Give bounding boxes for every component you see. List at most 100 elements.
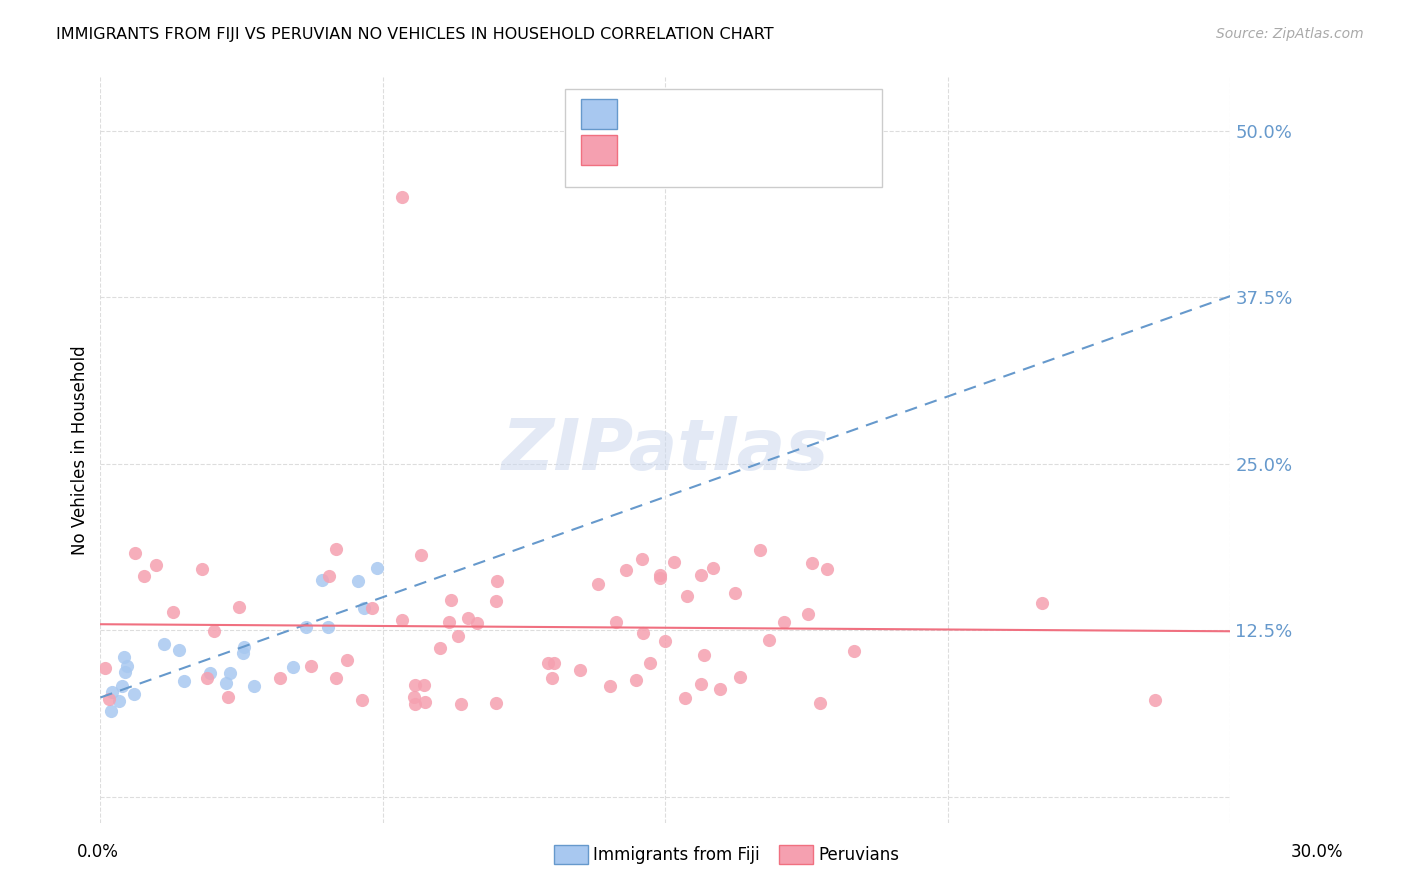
Point	[605, 615, 627, 629]
Point	[728, 669, 751, 683]
Point	[100, 704, 122, 718]
Text: R =  0.178   N = 24: R = 0.178 N = 24	[626, 101, 801, 119]
Point	[217, 690, 239, 705]
Point	[112, 649, 135, 664]
Point	[391, 613, 413, 627]
Point	[145, 558, 167, 573]
Point	[440, 592, 463, 607]
Point	[808, 696, 831, 710]
Point	[450, 698, 472, 712]
Point	[797, 607, 820, 622]
Point	[402, 690, 425, 704]
Point	[648, 568, 671, 582]
Point	[724, 586, 747, 600]
Point	[693, 648, 716, 662]
Point	[353, 601, 375, 615]
Point	[465, 615, 488, 630]
Point	[404, 698, 426, 712]
Point	[318, 569, 340, 583]
Point	[202, 624, 225, 638]
Point	[447, 628, 470, 642]
Point	[690, 568, 713, 582]
Point	[486, 574, 509, 589]
Point	[215, 676, 238, 690]
Point	[662, 555, 685, 569]
Point	[299, 659, 322, 673]
Point	[676, 590, 699, 604]
Point	[325, 542, 347, 557]
Point	[673, 690, 696, 705]
Point	[485, 594, 508, 608]
Point	[709, 681, 731, 696]
Point	[200, 665, 222, 680]
Point	[842, 644, 865, 658]
Point	[243, 679, 266, 693]
Point	[269, 671, 291, 685]
Point	[543, 657, 565, 671]
Point	[114, 665, 136, 680]
Point	[749, 542, 772, 557]
Point	[311, 573, 333, 587]
Point	[191, 562, 214, 576]
Point	[801, 556, 824, 570]
Point	[115, 659, 138, 673]
Point	[633, 626, 655, 640]
Point	[429, 641, 451, 656]
Point	[485, 696, 508, 710]
Point	[108, 693, 131, 707]
Point	[1143, 692, 1166, 706]
Point	[624, 673, 647, 688]
Point	[228, 600, 250, 615]
Point	[152, 637, 174, 651]
Text: Immigrants from Fiji: Immigrants from Fiji	[593, 846, 761, 863]
Point	[772, 615, 794, 629]
Point	[412, 678, 434, 692]
Point	[815, 561, 838, 575]
Point	[111, 680, 134, 694]
Point	[232, 640, 254, 655]
Point	[586, 576, 609, 591]
Point	[568, 663, 591, 677]
Text: 0.0%: 0.0%	[77, 843, 120, 861]
Point	[283, 660, 305, 674]
Point	[702, 561, 724, 575]
Point	[599, 679, 621, 693]
Point	[124, 546, 146, 560]
Point	[350, 692, 373, 706]
Point	[232, 646, 254, 660]
Point	[537, 656, 560, 670]
Point	[391, 190, 413, 204]
Point	[122, 688, 145, 702]
Point	[336, 653, 359, 667]
Point	[650, 571, 672, 585]
Point	[439, 615, 461, 629]
Text: ZIPatlas: ZIPatlas	[502, 416, 830, 485]
Text: IMMIGRANTS FROM FIJI VS PERUVIAN NO VEHICLES IN HOUSEHOLD CORRELATION CHART: IMMIGRANTS FROM FIJI VS PERUVIAN NO VEHI…	[56, 27, 773, 42]
Point	[325, 671, 347, 685]
Point	[1031, 596, 1053, 610]
Point	[409, 549, 432, 563]
Y-axis label: No Vehicles in Household: No Vehicles in Household	[72, 345, 89, 556]
Point	[541, 671, 564, 685]
Point	[413, 695, 436, 709]
Point	[167, 643, 190, 657]
Text: R = -0.022   N = 72: R = -0.022 N = 72	[626, 136, 803, 154]
Point	[346, 574, 368, 589]
Text: Source: ZipAtlas.com: Source: ZipAtlas.com	[1216, 27, 1364, 41]
Point	[366, 561, 388, 575]
Point	[614, 563, 637, 577]
Point	[98, 691, 121, 706]
Point	[654, 633, 676, 648]
Point	[294, 620, 316, 634]
Point	[457, 611, 479, 625]
Point	[758, 633, 780, 648]
Point	[219, 666, 242, 681]
Point	[94, 661, 117, 675]
Point	[316, 620, 339, 634]
Point	[132, 569, 155, 583]
Text: Peruvians: Peruvians	[818, 846, 900, 863]
Point	[630, 552, 652, 566]
Point	[404, 678, 426, 692]
Point	[162, 605, 184, 619]
Point	[690, 677, 713, 691]
